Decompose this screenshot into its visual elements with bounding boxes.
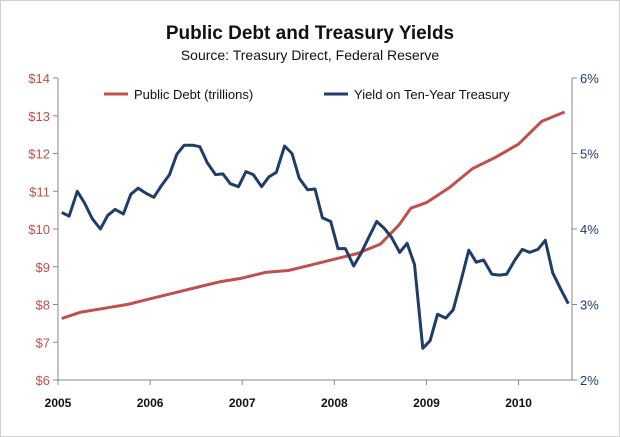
legend-label-ten-year-yield: Yield on Ten-Year Treasury <box>354 87 510 102</box>
series-line-public-debt <box>61 110 566 320</box>
right-tick-label: 2% <box>580 373 599 388</box>
left-tick-label: $7 <box>36 335 50 350</box>
left-axis-ticks: $6 $7 $8 $9 $10 $11 $12 $13 $14 <box>28 71 58 388</box>
chart-title: Public Debt and Treasury Yields <box>166 23 454 44</box>
x-tick-label: 2006 <box>137 396 164 410</box>
right-tick-label: 6% <box>580 71 599 86</box>
series-line-ten-year-yield <box>61 143 570 350</box>
x-tick-label: 2008 <box>321 396 348 410</box>
x-axis-ticks: 2005 2006 2007 2008 2009 2010 <box>45 380 532 410</box>
left-tick-label: $12 <box>28 147 50 162</box>
x-tick-label: 2005 <box>45 396 72 410</box>
left-tick-label: $8 <box>36 298 50 313</box>
right-tick-label: 4% <box>580 222 599 237</box>
legend: Public Debt (trillions) Yield on Ten-Yea… <box>104 87 510 102</box>
x-tick-label: 2009 <box>413 396 440 410</box>
right-tick-label: 3% <box>580 298 599 313</box>
left-tick-label: $13 <box>28 109 50 124</box>
chart-subtitle: Source: Treasury Direct, Federal Reserve <box>181 47 440 63</box>
right-tick-label: 5% <box>580 147 599 162</box>
x-tick-label: 2007 <box>229 396 256 410</box>
legend-label-public-debt: Public Debt (trillions) <box>134 87 253 102</box>
right-axis-ticks: 2% 3% 4% 5% 6% <box>572 71 599 388</box>
left-tick-label: $11 <box>29 184 50 199</box>
left-tick-label: $10 <box>28 222 50 237</box>
x-tick-label: 2010 <box>505 396 532 410</box>
left-tick-label: $6 <box>36 373 50 388</box>
left-tick-label: $14 <box>28 71 50 86</box>
left-tick-label: $9 <box>36 260 50 275</box>
